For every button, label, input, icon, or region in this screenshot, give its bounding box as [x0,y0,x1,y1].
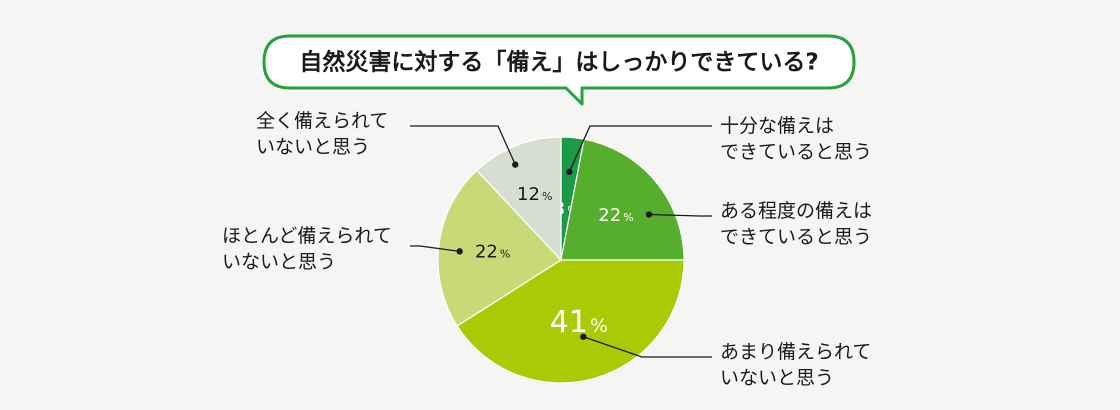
pie-slices: 3%22%41%22%12% [437,136,685,384]
callout-line [410,125,516,165]
percent-label: 22% [475,242,510,263]
callouts: 十分な備えはできていると思うある程度の備えはできていると思うあまり備えられていな… [222,110,872,389]
callout-dot [580,333,587,340]
pie-slice [475,136,562,262]
pie-slice [437,169,562,327]
category-label: ある程度の備えはできていると思う [720,200,872,248]
title-bubble: 自然災害に対する「備え」はしっかりできている? [262,34,856,106]
callout-line [568,125,712,173]
category-label: 十分な備えはできていると思う [720,115,872,163]
percent-label: 12% [517,184,552,205]
callout-line [410,245,460,253]
pie-slice [560,138,685,261]
percent-label: 41% [550,305,608,340]
category-label: 全く備えられていないと思う [256,110,388,158]
category-label: あまり備えられていないと思う [720,341,871,389]
callout-line [583,336,712,358]
title-bubble-shape [262,34,856,106]
category-label: ほとんど備えられていないと思う [222,225,392,273]
percent-label: 22% [598,205,633,226]
chart-title: 自然災害に対する「備え」はしっかりできている? [299,49,818,76]
callout-line [648,213,712,217]
